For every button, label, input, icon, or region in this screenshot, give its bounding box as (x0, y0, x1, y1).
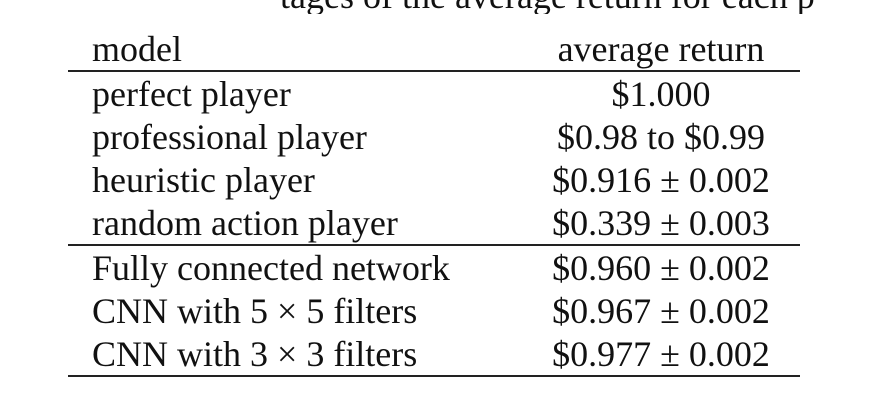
model-column-header: model (68, 28, 522, 72)
table-row: heuristic player $0.916 ± 0.002 (68, 158, 800, 201)
model-cell: perfect player (92, 73, 291, 114)
return-cell: $0.339 ± 0.003 (522, 201, 800, 246)
average-return-column-header: average return (522, 28, 800, 72)
return-cell: $1.000 (611, 73, 711, 114)
table-row: perfect player $1.000 (68, 71, 800, 115)
table-row: professional player $0.98 to $0.99 (68, 115, 800, 158)
return-cell: $0.967 ± 0.002 (552, 290, 770, 331)
model-cell: random action player (68, 201, 522, 246)
return-cell: $0.977 ± 0.002 (522, 332, 800, 377)
model-cell: CNN with 3 × 3 filters (68, 332, 522, 377)
results-table: model average return perfect player $1.0… (68, 28, 800, 377)
table-row: random action player $0.339 ± 0.003 (68, 201, 800, 246)
table-row: Fully connected network $0.960 ± 0.002 (68, 245, 800, 289)
table-row: CNN with 5 × 5 filters $0.967 ± 0.002 (68, 289, 800, 332)
return-cell: $0.98 to $0.99 (556, 116, 765, 157)
model-cell: professional player (92, 116, 367, 157)
return-cell: $0.960 ± 0.002 (552, 247, 770, 288)
model-cell: Fully connected network (92, 247, 450, 288)
model-cell: CNN with 5 × 5 filters (92, 290, 418, 331)
table-caption-fragment: tages of the average return for each p (280, 0, 872, 14)
table-row: CNN with 3 × 3 filters $0.977 ± 0.002 (68, 332, 800, 377)
model-cell: heuristic player (92, 159, 315, 200)
table-header-row: model average return (68, 28, 800, 72)
return-cell: $0.916 ± 0.002 (552, 159, 770, 200)
